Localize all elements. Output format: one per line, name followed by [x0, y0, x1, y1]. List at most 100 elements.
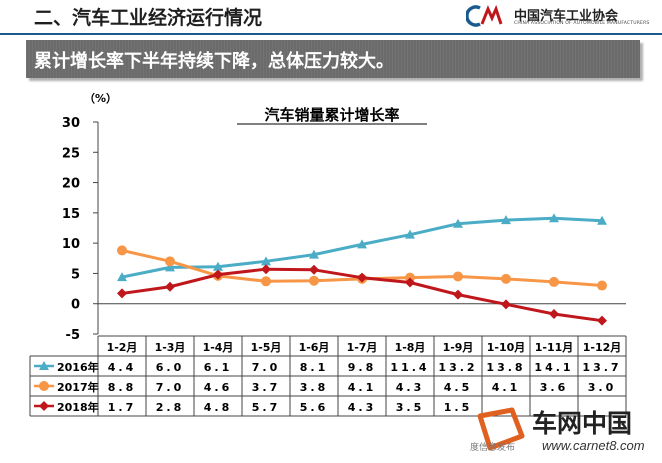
- data-point-2017: [549, 276, 559, 287]
- watermark-url: www.carnet8.com: [542, 438, 645, 453]
- data-point-2018: [165, 281, 175, 292]
- watermark-footer: 度信息发布: [470, 443, 516, 453]
- x-tick-label: 1-12月: [583, 341, 622, 354]
- table-cell-2018: 3.5: [396, 401, 425, 414]
- legend-marker-2017: [39, 381, 49, 391]
- data-point-2018: [357, 272, 367, 283]
- series-lines: [117, 213, 607, 326]
- x-tick-label: 1-10月: [487, 341, 526, 354]
- data-point-2016: [117, 272, 127, 282]
- data-point-2016: [597, 215, 607, 225]
- table-cell-2017: 3.0: [588, 381, 617, 394]
- table-cell-2016: 14.1: [534, 361, 573, 374]
- data-point-2017: [117, 245, 127, 256]
- data-point-2017: [453, 271, 463, 282]
- data-point-2016: [549, 213, 559, 223]
- table-cell-2016: 6.1: [204, 361, 233, 374]
- data-point-2018: [501, 299, 511, 310]
- table-cell-2018: 4.3: [348, 401, 377, 414]
- data-point-2018: [117, 288, 127, 299]
- caam-logo: 中国汽车工业协会 CHINA ASSOCIATION OF AUTOMOBILE…: [466, 4, 658, 32]
- data-table: 1-2月 1-3月 1-4月 1-5月 1-6月 1-7月 1-8月 1-9月 1-10月 1-1…: [29, 335, 627, 417]
- table-cell-2016: 8.1: [300, 361, 329, 374]
- x-tick-label: 1-9月: [443, 341, 474, 354]
- data-point-2018: [309, 264, 319, 275]
- y-tick-label: 0: [71, 298, 80, 313]
- logo-chinese-name: 中国汽车工业协会: [514, 9, 619, 24]
- table-cell-2016: 13.7: [582, 361, 621, 374]
- x-tick-label: 1-5月: [251, 341, 282, 354]
- legend-label-2016: 2016年: [57, 360, 99, 374]
- header-divider: [0, 33, 662, 35]
- watermark-name: 车网中国: [532, 409, 633, 438]
- data-point-2018: [549, 309, 559, 320]
- data-point-2017: [309, 275, 319, 286]
- table-cell-2017: 8.8: [108, 381, 137, 394]
- table-cell-2018: 4.8: [204, 401, 233, 414]
- data-point-2018: [261, 264, 271, 275]
- table-cell-2017: 4.5: [444, 381, 473, 394]
- y-tick-label: 25: [62, 146, 80, 161]
- y-axis-unit: （%）: [84, 92, 117, 105]
- data-point-2016: [213, 261, 223, 271]
- y-tick-label: 15: [62, 207, 80, 222]
- legend-marker-2016: [39, 361, 49, 370]
- table-cell-2016: 4.4: [108, 361, 137, 374]
- data-point-2016: [405, 229, 415, 239]
- table-cell-2018: 1.5: [444, 401, 473, 414]
- table-cell-2017: 3.6: [540, 381, 569, 394]
- data-point-2017: [597, 280, 607, 291]
- table-cell-2016: 13.8: [486, 361, 525, 374]
- data-point-2017: [261, 276, 271, 287]
- table-cell-2017: 4.1: [348, 381, 377, 394]
- logo-english-name: CHINA ASSOCIATION OF AUTOMOBILE MANUFACT…: [514, 21, 650, 26]
- table-cell-2016: 11.4: [390, 361, 429, 374]
- x-tick-label: 1-11月: [535, 341, 574, 354]
- summary-banner: 累计增长率下半年持续下降，总体压力较大。: [26, 40, 640, 78]
- section-title: 二、汽车工业经济运行情况: [34, 7, 263, 29]
- data-point-2017: [501, 273, 511, 284]
- x-tick-label: 1-3月: [155, 341, 186, 354]
- table-cell-2016: 9.8: [348, 361, 377, 374]
- chart-title: 汽车销量累计增长率: [264, 106, 399, 124]
- caam-logo-icon: [466, 4, 503, 27]
- data-point-2018: [597, 315, 607, 326]
- legend-label-2018: 2018年: [57, 400, 99, 414]
- table-cell-2017: 4.6: [204, 381, 233, 394]
- table-cell-2018: 2.8: [156, 401, 185, 414]
- data-point-2017: [165, 256, 175, 267]
- data-point-2016: [165, 262, 175, 272]
- data-point-2016: [501, 215, 511, 225]
- y-tick-label: 10: [62, 237, 80, 252]
- data-point-2016: [309, 249, 319, 259]
- table-cell-2017: 4.1: [492, 381, 521, 394]
- data-point-2018: [405, 277, 415, 288]
- table-cell-2016: 7.0: [252, 361, 281, 374]
- table-cell-2017: 3.7: [252, 381, 281, 394]
- data-point-2018: [213, 269, 223, 280]
- legend-label-2017: 2017年: [57, 380, 99, 394]
- table-cell-2017: 3.8: [300, 381, 329, 394]
- y-tick-label: 5: [71, 267, 80, 282]
- legend-marker-2018: [39, 401, 49, 411]
- axes: 汽车销量累计增长率 （%） -5 0 5 10 15 20 25 30: [62, 92, 626, 343]
- x-tick-label: 1-4月: [203, 341, 234, 354]
- data-point-2018: [453, 289, 463, 300]
- x-tick-label: 1-2月: [107, 341, 138, 354]
- data-point-2016: [357, 239, 367, 249]
- table-cell-2017: 7.0: [156, 381, 185, 394]
- data-point-2016: [453, 218, 463, 228]
- x-tick-label: 1-8月: [395, 341, 426, 354]
- table-cell-2018: 1.7: [108, 401, 137, 414]
- y-tick-label: 20: [62, 177, 80, 192]
- table-cell-2017: 4.3: [396, 381, 425, 394]
- table-cell-2018: 5.7: [252, 401, 281, 414]
- table-cell-2016: 13.2: [438, 361, 477, 374]
- x-tick-label: 1-7月: [347, 341, 378, 354]
- summary-text: 累计增长率下半年持续下降，总体压力较大。: [34, 51, 394, 72]
- slide-header: 二、汽车工业经济运行情况 中国汽车工业协会 CHINA ASSOCIATION …: [0, 0, 662, 35]
- table-cell-2018: 5.6: [300, 401, 329, 414]
- data-point-2016: [261, 256, 271, 266]
- x-tick-label: 1-6月: [299, 341, 330, 354]
